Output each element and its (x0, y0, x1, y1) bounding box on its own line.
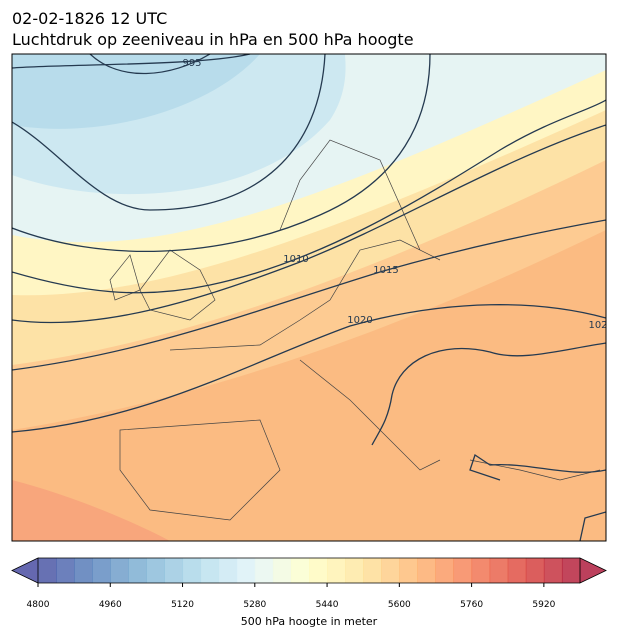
isobar (12, 54, 431, 252)
isobar (12, 124, 606, 324)
isobar (12, 54, 251, 69)
colorbar-segment (200, 558, 220, 583)
colorbar-segment (489, 558, 509, 583)
date-title: 02-02-1826 12 UTC (12, 9, 167, 28)
isobar (12, 219, 606, 371)
colorbar-segment (146, 558, 165, 583)
colorbar-tick-label: 5440 (316, 600, 339, 610)
colorbar-tick-label: 5760 (460, 600, 483, 610)
colorbar-extend (579, 557, 607, 584)
colorbar-label: 500 hPa hoogte in meter (241, 615, 378, 628)
colorbar-segment (218, 558, 238, 583)
colorbar-segment (56, 558, 75, 583)
colorbar-segment (543, 558, 563, 583)
contour-label: 995 (182, 58, 201, 69)
map-frame (11, 53, 607, 542)
colorbar-segment (381, 558, 400, 583)
colorbar-segment (182, 558, 202, 583)
colorbar-tick-label: 4960 (99, 600, 122, 610)
colorbar-segment (453, 558, 473, 583)
field-band (12, 480, 170, 541)
field-band (12, 54, 260, 129)
colorbar-segment (309, 558, 328, 583)
colorbar: 4800 4960 5120 5280 5440 5600 5760 5920 (11, 557, 607, 610)
colorbar-segment (92, 558, 111, 583)
isobar (12, 54, 326, 211)
coastline (109, 139, 601, 521)
contour-label: 1020 (347, 315, 372, 326)
colorbar-segment (561, 558, 581, 583)
colorbar-segment (399, 558, 418, 583)
colorbar-segment (272, 558, 292, 583)
colorbar-segment (74, 558, 93, 583)
isobar (12, 99, 606, 294)
colorbar-segment (471, 558, 491, 583)
colorbar-tick-label: 5280 (243, 600, 266, 610)
contour-label: 102 (588, 320, 607, 331)
isobar (12, 304, 606, 433)
colorbar-segment (417, 558, 436, 583)
colorbar-segment (38, 558, 57, 583)
colorbar-segment (525, 558, 545, 583)
colorbar-segment (363, 558, 382, 583)
contour-label: 1015 (373, 265, 398, 276)
colorbar-tick-label: 4800 (27, 600, 50, 610)
colorbar-segment (128, 558, 147, 583)
colorbar-segment (290, 558, 310, 583)
map: 995 1010 1015 1020 102 (11, 53, 607, 542)
colorbar-segment (327, 558, 346, 583)
colorbar-tick-label: 5120 (171, 600, 194, 610)
colorbar-segment (110, 558, 129, 583)
colorbar-tick-label: 5920 (532, 600, 555, 610)
colorbar-extend (11, 557, 39, 584)
isobar (469, 453, 606, 481)
colorbar-segment (164, 558, 184, 583)
colorbar-segment (345, 558, 364, 583)
contour-label: 1010 (283, 254, 308, 265)
isobar (371, 342, 606, 446)
colorbar-outline (38, 557, 580, 584)
map-title: Luchtdruk op zeeniveau in hPa en 500 hPa… (12, 30, 414, 49)
isobar (579, 511, 606, 541)
colorbar-segment (236, 558, 256, 583)
colorbar-segment (507, 558, 527, 583)
colorbar-segment (435, 558, 455, 583)
colorbar-segment (254, 558, 274, 583)
colorbar-tick-label: 5600 (388, 600, 411, 610)
